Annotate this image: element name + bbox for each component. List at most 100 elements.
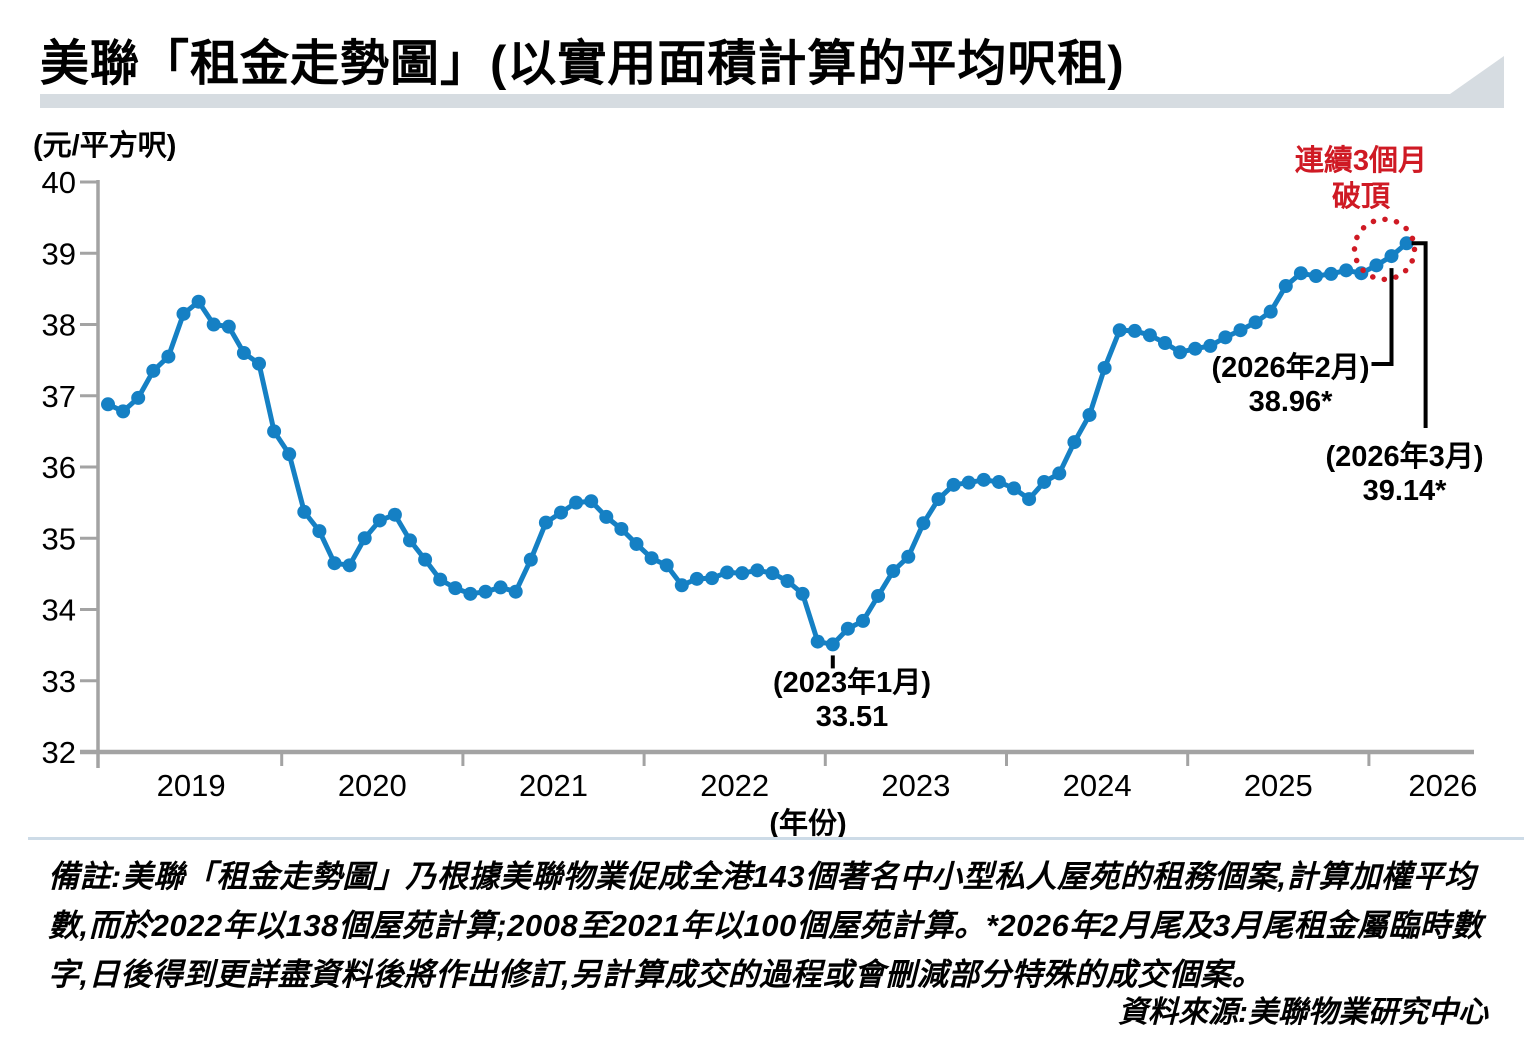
record-dotted-circle	[1351, 216, 1418, 283]
y-tick-label: 36	[42, 450, 76, 485]
data-point	[387, 507, 402, 522]
min-point-value: 33.51	[815, 701, 889, 733]
data-point	[1218, 330, 1233, 345]
data-point	[448, 581, 463, 596]
feb-callout-line	[1371, 268, 1394, 366]
data-point	[206, 317, 221, 332]
data-point	[1173, 345, 1188, 360]
data-point	[1309, 269, 1323, 284]
data-point	[342, 558, 357, 573]
data-point	[705, 571, 719, 586]
data-point	[1067, 435, 1082, 450]
mar-2026-value: 39.14*	[1362, 475, 1447, 507]
data-point	[312, 524, 327, 539]
data-point	[629, 536, 644, 551]
data-point	[508, 584, 523, 599]
x-tick-label: 2026	[1408, 768, 1477, 803]
data-point	[1278, 279, 1293, 294]
feb-2026-annotation: (2026年2月) 38.96*	[1198, 351, 1383, 419]
data-point	[1339, 263, 1354, 278]
data-point	[1022, 492, 1037, 507]
data-point	[403, 533, 417, 548]
data-point	[146, 363, 161, 378]
data-point	[523, 552, 538, 567]
y-tick-label: 35	[42, 521, 76, 556]
data-point	[1052, 466, 1067, 481]
min-point-date: (2023年1月)	[773, 667, 931, 699]
data-point	[252, 356, 266, 371]
data-point	[840, 621, 855, 636]
data-point	[976, 472, 991, 487]
y-axis-unit-label: (元/平方呎)	[33, 130, 177, 162]
mar-2026-date: (2026年3月)	[1325, 441, 1484, 473]
data-point	[463, 586, 478, 601]
data-point	[569, 495, 584, 510]
x-tick-label: 2020	[338, 768, 407, 803]
data-point	[116, 404, 131, 419]
page-title: 美聯「租金走勢圖」(以實用面積計算的平均呎租)	[40, 37, 1125, 91]
data-point	[236, 346, 251, 360]
data-point	[689, 571, 704, 586]
data-point	[659, 558, 674, 573]
data-point	[644, 551, 659, 566]
data-point	[433, 572, 448, 587]
y-tick-label: 38	[42, 308, 76, 343]
data-point	[1007, 481, 1021, 496]
data-point	[554, 505, 568, 520]
data-point	[614, 521, 629, 536]
mar-callout-line	[1411, 241, 1428, 428]
data-point	[674, 578, 689, 593]
data-point	[191, 294, 206, 309]
data-point	[1384, 249, 1399, 264]
data-point	[493, 580, 508, 595]
min-point-annotation: (2023年1月) 33.51	[752, 666, 952, 734]
data-point	[991, 474, 1006, 489]
x-axis-unit-label: (年份)	[769, 808, 847, 840]
data-point	[357, 531, 372, 546]
data-point	[584, 494, 599, 509]
data-point	[1127, 323, 1142, 338]
data-line	[105, 240, 1410, 647]
y-tick-label: 33	[42, 664, 76, 699]
data-point	[720, 565, 735, 580]
data-point	[1248, 315, 1263, 330]
data-point	[750, 563, 765, 578]
data-point	[1158, 336, 1172, 351]
record-streak-line2: 破頂	[1331, 181, 1390, 213]
data-point	[871, 588, 886, 603]
x-tick-label: 2022	[700, 768, 769, 803]
y-tick-label: 40	[42, 165, 76, 200]
data-point	[1082, 407, 1097, 422]
x-tick-label: 2024	[1063, 768, 1132, 803]
feb-2026-date: (2026年2月)	[1211, 352, 1370, 384]
y-tick-label: 32	[42, 735, 76, 770]
data-point	[1037, 474, 1052, 489]
record-streak-line1: 連續3個月	[1294, 145, 1428, 177]
data-point	[1188, 341, 1203, 356]
data-point	[825, 637, 840, 652]
data-point	[765, 566, 780, 581]
footnotes: 備註:美聯「租金走勢圖」乃根據美聯物業促成全港143個著名中小型私人屋苑的租務個…	[48, 859, 1483, 992]
data-point	[1369, 258, 1384, 273]
x-tick-label: 2025	[1244, 768, 1313, 803]
data-point	[131, 390, 146, 405]
x-tick-label: 2023	[881, 768, 950, 803]
data-point	[1203, 338, 1218, 353]
data-point	[478, 584, 493, 599]
data-source: 資料來源:美聯物業研究中心	[1118, 996, 1488, 1029]
data-point	[538, 515, 553, 530]
data-point	[901, 549, 916, 564]
data-point	[161, 349, 176, 364]
swoosh-shape	[40, 56, 1504, 108]
feb-2026-value: 38.96*	[1248, 386, 1333, 418]
data-point	[961, 475, 976, 490]
y-tick-label: 34	[42, 593, 76, 628]
data-point	[418, 552, 433, 567]
x-tick-label: 2021	[519, 768, 588, 803]
data-point	[931, 492, 946, 507]
data-point	[1112, 323, 1127, 338]
y-tick-label: 37	[42, 379, 76, 414]
data-point	[735, 566, 750, 581]
data-point	[1233, 323, 1248, 338]
